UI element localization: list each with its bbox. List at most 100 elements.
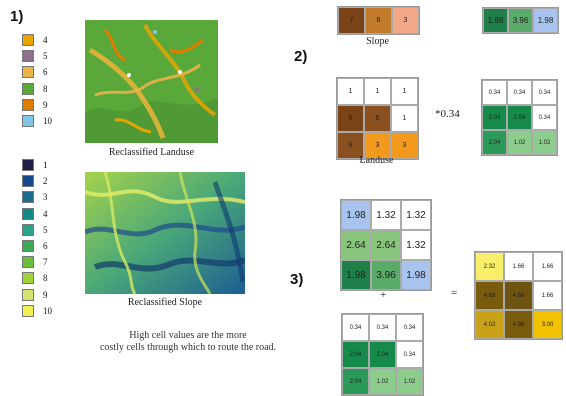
slope-map-caption: Reclassified Slope [127,297,203,308]
grid-cell: 3 [392,7,419,34]
landuse-legend-item: 4 [22,32,52,48]
grid-cell: 1.66 [533,281,562,310]
grid-cell: 0.34 [532,105,557,130]
slope-legend-item: 2 [22,173,52,189]
grid-cell: 7 [338,7,365,34]
slope-legend-swatch [22,240,34,253]
landuse-legend-label: 4 [43,35,48,46]
note-line-1: High cell values are the more [129,330,247,341]
equals-operator: = [451,287,458,299]
grid-cell: 1.02 [507,130,532,155]
slope-grid-caption: Slope [366,36,389,47]
slope-legend-item: 1 [22,157,52,173]
grid-cell: 3.96 [508,8,533,33]
grid-cell: 2.04 [507,105,532,130]
landuse-legend-swatch [22,34,34,47]
grid-cell: 0.34 [369,314,396,341]
slope-legend-label: 4 [43,208,48,219]
grid-cell: 0.34 [532,80,557,105]
grid-cell: 1 [391,105,418,132]
grid-cell: 3 [364,132,391,159]
weighted-landuse-grid: 0.34 0.34 0.34 2.04 2.04 0.34 2.04 1.02 1.02 [481,79,558,156]
grid-cell: 2.04 [369,341,396,368]
grid-cell: 2.64 [341,230,371,260]
grid-cell: 2.04 [342,368,369,395]
grid-cell: 0.34 [396,341,423,368]
grid-cell: 0.34 [342,314,369,341]
slope-legend-label: 1 [43,160,48,171]
slope-legend: 1 2 3 4 5 6 7 8 9 10 [22,157,52,319]
step-3-label: 3) [290,271,304,288]
grid-cell: 1.02 [369,368,396,395]
slope-legend-swatch [22,288,34,301]
grid-cell: 2.32 [475,252,504,281]
slope-legend-swatch [22,304,34,317]
grid-cell: 4.98 [504,310,533,339]
grid-cell: 1.32 [401,230,431,260]
step-2-label: 2) [294,48,308,65]
slope-legend-item: 8 [22,270,52,286]
slope-legend-item: 5 [22,222,52,238]
grid-cell: 0.34 [482,80,507,105]
reclassified-landuse-map [85,20,218,143]
grid-cell: 4.68 [504,281,533,310]
grid-cell: 1.98 [401,260,431,290]
grid-cell: 2.04 [342,341,369,368]
grid-cell: 1.98 [341,200,371,230]
landuse-map-caption: Reclassified Landuse [108,147,195,158]
grid-cell: 1.02 [532,130,557,155]
landuse-legend-swatch [22,50,34,63]
slope-legend-swatch [22,256,34,269]
grid-cell: 1.32 [401,200,431,230]
slope-legend-item: 9 [22,287,52,303]
landuse-legend: 4 5 6 8 9 10 [22,32,52,129]
grid-cell: 2.04 [482,105,507,130]
slope-legend-label: 5 [43,224,48,235]
slope-legend-swatch [22,272,34,285]
grid-cell: 1.98 [483,8,508,33]
slope-legend-label: 10 [43,305,52,316]
slope-legend-label: 8 [43,273,48,284]
step-1-label: 1) [10,8,24,25]
grid-cell: 0.34 [507,80,532,105]
slope-legend-swatch [22,159,34,172]
grid-cell: 2.64 [371,230,401,260]
grid-cell: 6 [364,105,391,132]
grid-cell: 4.02 [475,310,504,339]
landuse-legend-label: 9 [43,99,48,110]
grid-cell: 3.96 [371,260,401,290]
slope-legend-label: 2 [43,176,48,187]
explanatory-note: High cell values are the more costly cel… [88,330,288,354]
slope-legend-swatch [22,175,34,188]
grid-cell: 6 [337,105,364,132]
grid-cell: 6 [337,132,364,159]
total-cost-grid: 2.32 1.66 1.66 4.68 4.68 1.66 4.02 4.98 3.00 [474,251,563,340]
grid-cell: 1.66 [533,252,562,281]
grid-cell: 1.32 [371,200,401,230]
landuse-legend-swatch [22,66,34,79]
slope-legend-label: 6 [43,241,48,252]
weight-multiplier: *0.34 [435,108,460,120]
grid-cell: 2.04 [482,130,507,155]
grid-cell: 1 [364,78,391,105]
grid-cell: 3.00 [533,310,562,339]
grid-cell: 6 [365,7,392,34]
note-line-2: costly cells through which to route the … [99,342,277,353]
grid-cell: 3 [391,132,418,159]
landuse-legend-item: 10 [22,113,52,129]
landuse-legend-swatch [22,82,34,95]
landuse-legend-swatch [22,98,34,111]
landuse-legend-item: 8 [22,81,52,97]
grid-cell: 1.02 [396,368,423,395]
slope-legend-item: 4 [22,206,52,222]
landuse-legend-label: 10 [43,116,52,127]
slope-legend-item: 10 [22,303,52,319]
landuse-grid-caption: Landuse [359,155,394,166]
landuse-legend-label: 8 [43,83,48,94]
grid-cell: 4.68 [475,281,504,310]
slope-legend-item: 6 [22,238,52,254]
slope-legend-label: 9 [43,289,48,300]
landuse-legend-label: 5 [43,51,48,62]
